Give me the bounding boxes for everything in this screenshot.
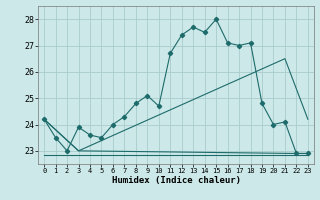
X-axis label: Humidex (Indice chaleur): Humidex (Indice chaleur) — [111, 176, 241, 185]
